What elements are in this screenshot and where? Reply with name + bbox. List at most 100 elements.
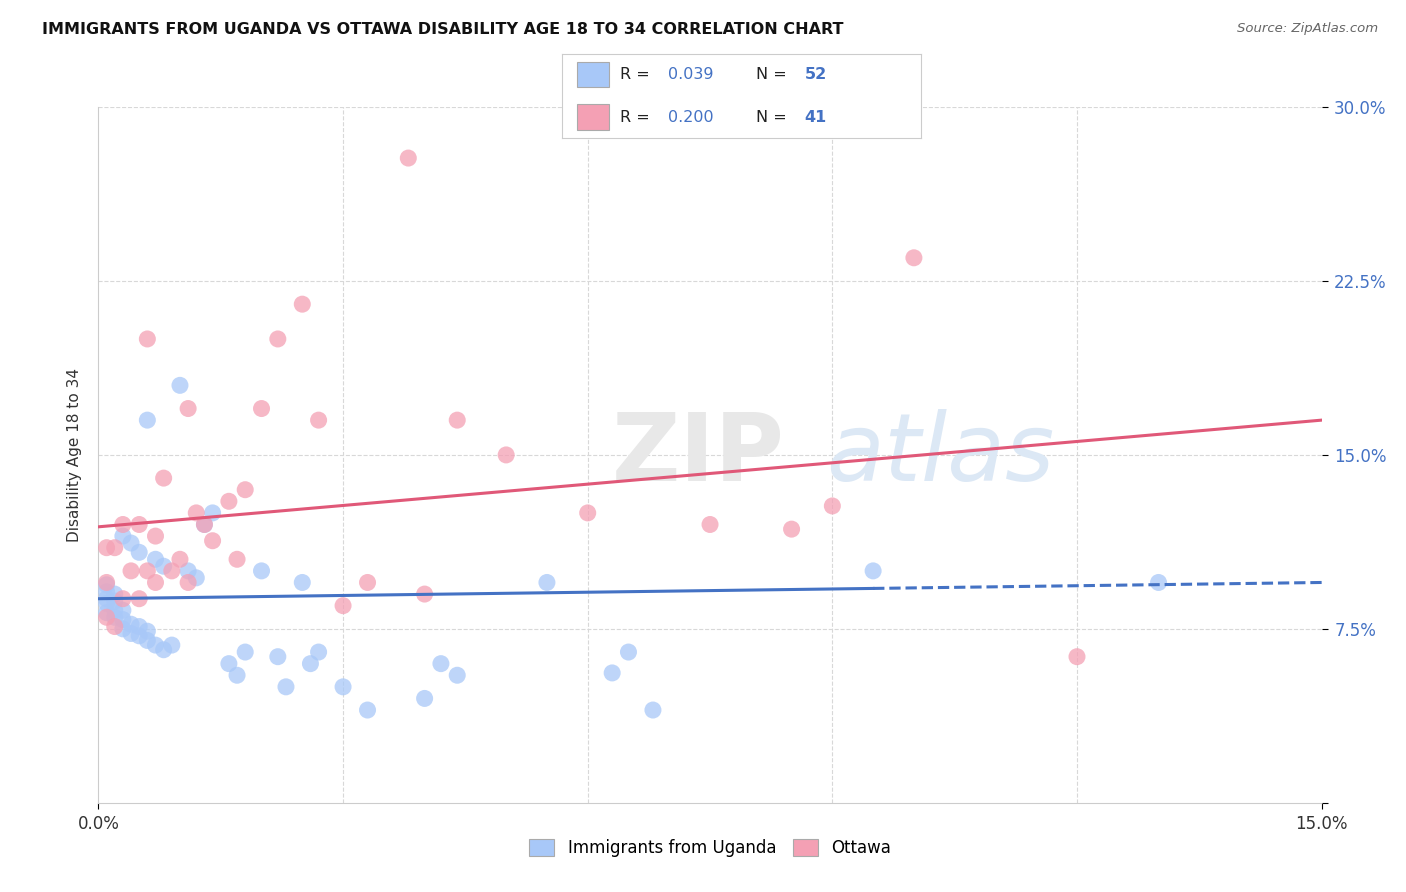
Point <box>430 657 453 671</box>
Text: 0.039: 0.039 <box>668 67 714 82</box>
Point <box>120 564 142 578</box>
Point <box>120 626 142 640</box>
Point <box>104 610 127 624</box>
Text: Source: ZipAtlas.com: Source: ZipAtlas.com <box>1237 22 1378 36</box>
Point <box>903 251 925 265</box>
Point <box>396 151 419 165</box>
Point <box>308 413 330 427</box>
Point <box>120 536 142 550</box>
Point <box>111 529 134 543</box>
Text: N =: N = <box>756 110 792 125</box>
Y-axis label: Disability Age 18 to 34: Disability Age 18 to 34 <box>67 368 83 542</box>
Point <box>186 506 208 520</box>
Point <box>145 638 167 652</box>
Point <box>152 559 174 574</box>
Point <box>299 657 322 671</box>
Point <box>128 629 150 643</box>
Text: R =: R = <box>620 110 655 125</box>
Point <box>104 619 127 633</box>
Point <box>160 564 183 578</box>
Point <box>96 584 118 599</box>
Point <box>96 610 118 624</box>
Point <box>104 541 127 555</box>
Text: atlas: atlas <box>827 409 1054 500</box>
Point <box>1066 649 1088 664</box>
Point <box>233 483 256 497</box>
Point <box>226 668 249 682</box>
Point <box>186 571 208 585</box>
Point <box>193 517 215 532</box>
FancyBboxPatch shape <box>576 104 609 130</box>
Point <box>111 622 134 636</box>
Point <box>356 575 378 590</box>
Point <box>152 642 174 657</box>
Text: N =: N = <box>756 67 792 82</box>
Point <box>267 332 290 346</box>
Point <box>446 413 468 427</box>
Legend: Immigrants from Uganda, Ottawa: Immigrants from Uganda, Ottawa <box>523 832 897 864</box>
Point <box>104 587 127 601</box>
Point <box>177 575 200 590</box>
Point <box>160 638 183 652</box>
Point <box>495 448 517 462</box>
Point <box>177 564 200 578</box>
Point <box>291 297 314 311</box>
Point <box>128 619 150 633</box>
Point <box>145 552 167 566</box>
Point <box>413 691 436 706</box>
Point <box>413 587 436 601</box>
Point <box>332 599 354 613</box>
Point <box>356 703 378 717</box>
Point <box>111 517 134 532</box>
Point <box>226 552 249 566</box>
Point <box>136 413 159 427</box>
Point <box>96 596 118 610</box>
Point <box>291 575 314 590</box>
Point <box>96 575 118 590</box>
Point <box>274 680 297 694</box>
Point <box>111 613 134 627</box>
Point <box>120 617 142 632</box>
Point <box>250 564 273 578</box>
Point <box>193 517 215 532</box>
Point <box>128 517 150 532</box>
Point <box>821 499 844 513</box>
Text: 41: 41 <box>804 110 827 125</box>
Point <box>617 645 640 659</box>
Point <box>96 591 118 606</box>
Point <box>201 506 224 520</box>
Point <box>536 575 558 590</box>
Point <box>169 552 191 566</box>
Text: 0.200: 0.200 <box>668 110 714 125</box>
Point <box>111 603 134 617</box>
Point <box>267 649 290 664</box>
Point <box>145 575 167 590</box>
Point <box>128 545 150 559</box>
Point <box>862 564 884 578</box>
Point <box>136 624 159 639</box>
Text: IMMIGRANTS FROM UGANDA VS OTTAWA DISABILITY AGE 18 TO 34 CORRELATION CHART: IMMIGRANTS FROM UGANDA VS OTTAWA DISABIL… <box>42 22 844 37</box>
Point <box>104 603 127 617</box>
Point <box>641 703 664 717</box>
Text: ZIP: ZIP <box>612 409 785 501</box>
Point <box>201 533 224 548</box>
Point <box>96 606 118 620</box>
Point <box>233 645 256 659</box>
Point <box>111 591 134 606</box>
Point <box>780 522 803 536</box>
Point <box>250 401 273 416</box>
Point <box>600 665 623 680</box>
Point <box>576 506 599 520</box>
Point <box>169 378 191 392</box>
Point <box>152 471 174 485</box>
Point <box>136 633 159 648</box>
Point <box>218 657 240 671</box>
Point <box>332 680 354 694</box>
Point <box>308 645 330 659</box>
Point <box>177 401 200 416</box>
Point <box>699 517 721 532</box>
Text: 52: 52 <box>804 67 827 82</box>
Text: R =: R = <box>620 67 655 82</box>
Point <box>136 332 159 346</box>
Point <box>145 529 167 543</box>
